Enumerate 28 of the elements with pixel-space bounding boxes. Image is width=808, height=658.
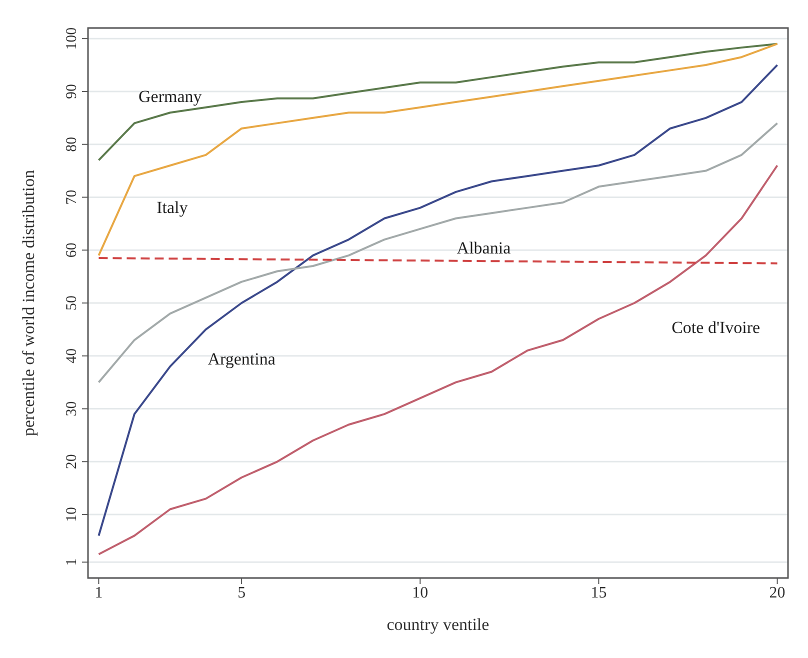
line-series xyxy=(98,42,778,162)
x-tick-label: 20 xyxy=(769,584,786,602)
line-series xyxy=(98,122,778,384)
series-label: Albania xyxy=(456,238,512,258)
series-label: Argentina xyxy=(208,350,276,368)
y-tick-label: 10 xyxy=(64,507,80,522)
y-tick-label: 90 xyxy=(64,84,80,99)
x-tick-label: 10 xyxy=(412,584,428,602)
y-axis-title: percentile of world income distribution xyxy=(19,169,38,436)
y-tick-label: 80 xyxy=(64,136,80,152)
y-tick-label: 50 xyxy=(64,296,80,310)
y-tick-label: 1 xyxy=(64,558,80,566)
y-tick-label: 40 xyxy=(64,348,80,364)
y-tick-label: 100 xyxy=(64,27,80,50)
y-tick-label: 30 xyxy=(64,401,80,416)
x-tick-label: 15 xyxy=(590,584,607,602)
x-tick-label: 1 xyxy=(94,584,103,602)
x-tick-label: 5 xyxy=(238,584,246,602)
y-tick-label: 60 xyxy=(64,242,80,258)
line-series xyxy=(98,64,778,537)
y-tick-label: 20 xyxy=(64,454,80,470)
x-axis-title: country ventile xyxy=(386,615,490,634)
line-series xyxy=(98,164,778,556)
series-label: Germany xyxy=(138,87,202,106)
series-label: Cote d'Ivoire xyxy=(672,318,760,337)
series-label: Italy xyxy=(156,198,188,217)
y-tick-label: 70 xyxy=(64,190,80,205)
line-series xyxy=(98,42,778,256)
